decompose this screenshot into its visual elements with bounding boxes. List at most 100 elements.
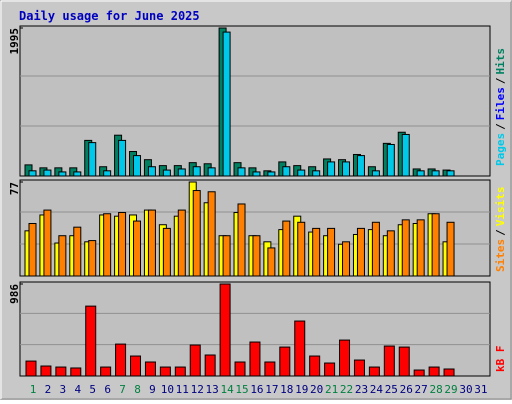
bar [416,170,425,177]
bar [356,227,365,277]
x-tick-label: 24 [370,383,384,396]
legend-separator: / [494,229,507,236]
x-tick-label: 13 [206,383,219,396]
bar [342,161,351,177]
x-tick-label: 21 [325,383,338,396]
x-tick-label: 10 [161,383,174,396]
bar [327,227,336,277]
x-tick-label: 12 [191,383,204,396]
x-tick-label: 7 [119,383,126,396]
bar [219,283,231,377]
bar [383,345,395,377]
bar [237,167,246,177]
x-tick-label: 8 [134,383,141,396]
bar [73,226,82,277]
bar [264,361,276,377]
bar [118,212,127,277]
x-tick-label: 23 [355,383,368,396]
bar [159,366,171,377]
legend: Pages / Files / Hits [494,48,507,166]
bar [207,167,216,177]
bar [28,170,37,177]
x-tick-label: 19 [295,383,308,396]
bar [324,362,336,377]
x-tick-label: 3 [60,383,67,396]
x-tick-label: 2 [45,383,52,396]
chart-title: Daily usage for June 2025 [19,9,200,23]
bar [222,31,231,177]
x-tick-label: 4 [74,383,81,396]
x-tick-label: 6 [104,383,111,396]
legend: kB F [494,346,507,373]
x-tick-label: 30 [459,383,472,396]
legend-entry: Sites [494,239,507,272]
x-tick-label: 27 [415,383,428,396]
bar [144,361,156,377]
bar [118,139,127,177]
x-tick-label: 20 [310,383,323,396]
bar [446,221,455,277]
bar [88,240,97,277]
bar [282,166,291,177]
bar [85,305,97,377]
bar [386,143,395,177]
bar [192,166,201,177]
bar [386,230,395,277]
plot-area [19,25,491,177]
x-tick-label: 28 [429,383,442,396]
x-tick-label: 17 [265,383,278,396]
bar [312,227,321,277]
bar [177,209,186,277]
bar [428,366,440,377]
y-tick-label: 1995 [8,28,21,55]
bar [371,170,380,177]
legend-entry: kB F [494,346,507,373]
bar [43,169,52,177]
bar [133,220,142,277]
bar [339,339,351,377]
bar [55,366,67,377]
bar [237,203,246,277]
bar [446,170,455,177]
x-tick-label: 11 [176,383,189,396]
bar [342,241,351,277]
legend-entry: Visits [494,187,507,227]
legend-separator: / [494,123,507,130]
bar [282,220,291,277]
x-tick-label: 5 [89,383,96,396]
bar [73,171,82,177]
x-tick-label: 25 [385,383,398,396]
x-tick-label: 22 [340,383,353,396]
bar [413,369,425,377]
bar [58,171,67,177]
bar [204,354,216,377]
bar [267,171,276,177]
bar [416,219,425,277]
bar [28,223,37,277]
legend-entry: Pages [494,133,507,166]
bar [267,247,276,277]
bar [252,171,261,177]
bar [133,155,142,177]
x-tick-label: 29 [444,383,457,396]
bar [222,235,231,277]
legend-entry: Hits [494,48,507,75]
x-tick-label: 31 [474,383,487,396]
bar [401,219,410,277]
bar [431,213,440,277]
bar [25,360,37,377]
x-tick-label: 1 [30,383,37,396]
bar [40,365,52,377]
x-tick-label: 9 [149,383,156,396]
bar [356,155,365,177]
y-tick-label: 77 [8,182,21,195]
bar [103,170,112,177]
bar [207,191,216,277]
bar [234,361,246,377]
legend-entry: Files [494,87,507,120]
bar [312,170,321,177]
bar [162,227,171,277]
bar [147,209,156,277]
bar [398,346,410,377]
